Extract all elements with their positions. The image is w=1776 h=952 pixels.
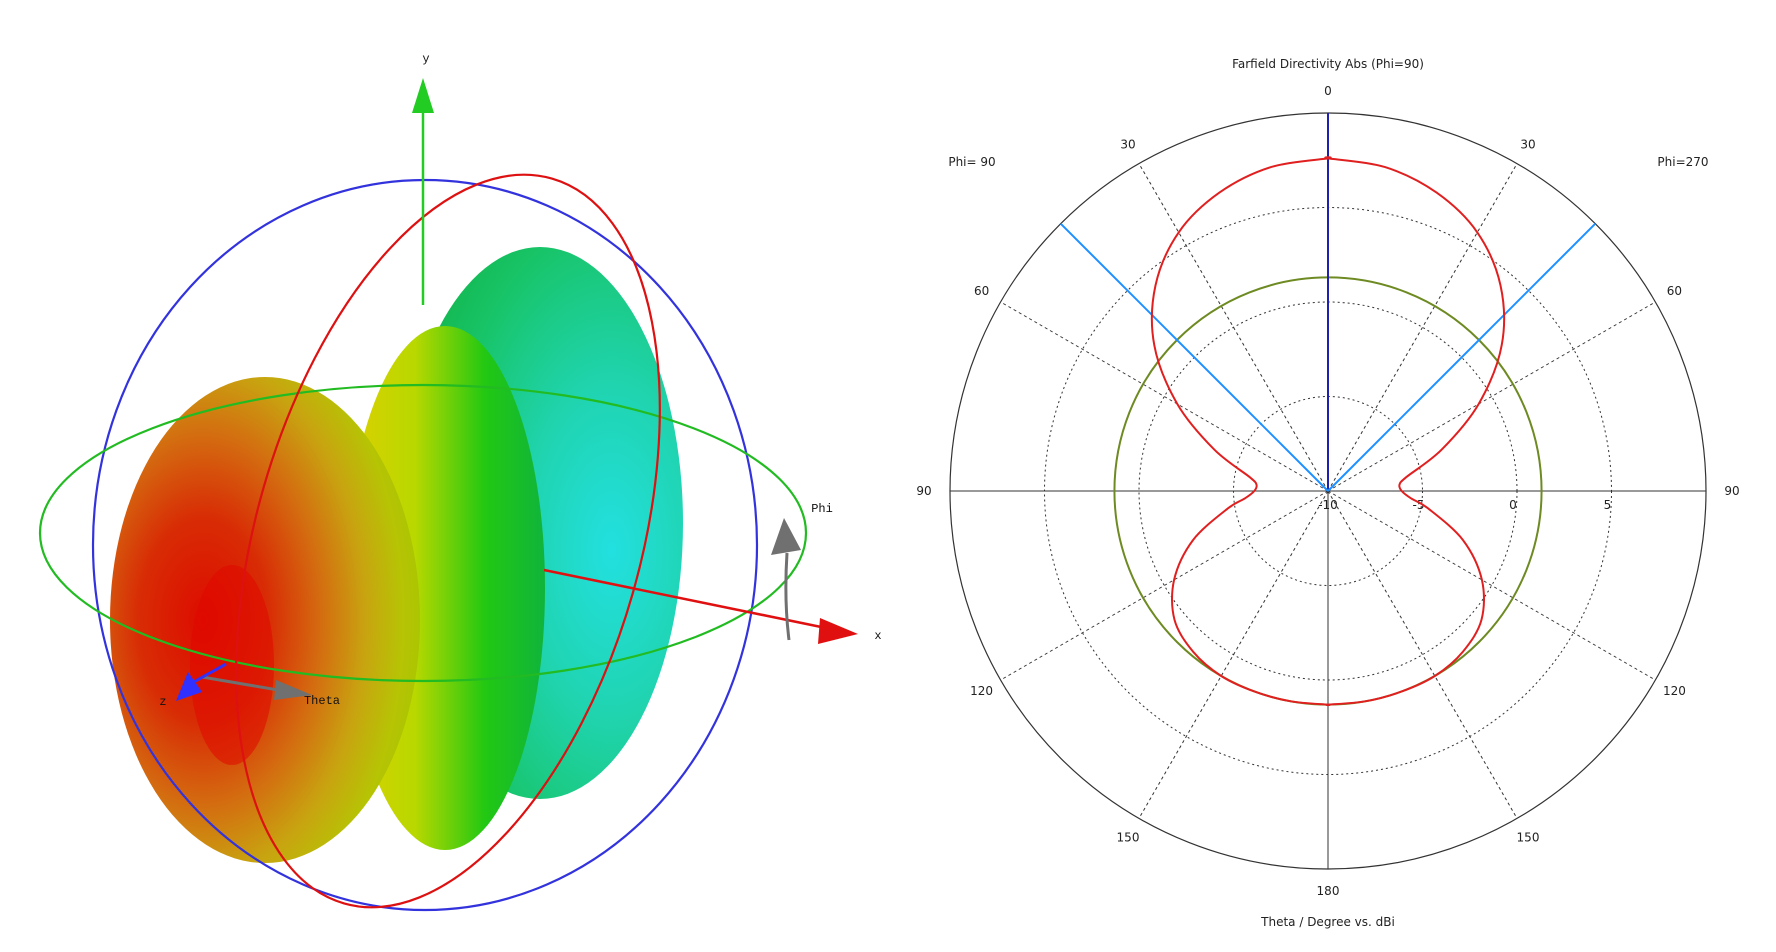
tick-label-150-right: 150 bbox=[1517, 830, 1540, 844]
red-ring bbox=[235, 173, 661, 909]
x-axis-arrow bbox=[818, 618, 858, 644]
theta-arrow-head bbox=[274, 680, 312, 700]
polar-spoke bbox=[1138, 163, 1329, 492]
polar-series bbox=[1060, 113, 1596, 706]
polar-spoke bbox=[1000, 490, 1329, 681]
polar-spoke bbox=[1327, 163, 1518, 492]
z-axis-label: z bbox=[159, 695, 166, 709]
chart-title: Farfield Directivity Abs (Phi=90) bbox=[1232, 57, 1424, 71]
y-axis-label: y bbox=[422, 52, 429, 66]
radial-label-minus5: -5 bbox=[1413, 498, 1425, 512]
polar-spoke bbox=[1000, 301, 1329, 492]
blue-ring bbox=[91, 178, 759, 912]
tick-label-30-left: 30 bbox=[1120, 138, 1135, 152]
theta-arrow-shaft bbox=[201, 675, 279, 692]
phi-270-label: Phi=270 bbox=[1657, 155, 1708, 169]
tick-label-120-left: 120 bbox=[970, 684, 993, 698]
z-axis-line bbox=[189, 662, 227, 686]
x-axis-line bbox=[543, 568, 827, 630]
directivity-pattern-curve bbox=[1150, 156, 1506, 706]
phi-label: Phi bbox=[811, 502, 833, 516]
tick-label-90-left: 90 bbox=[916, 484, 931, 498]
beam-width-line bbox=[1060, 223, 1329, 492]
z-axis-arrow bbox=[176, 672, 202, 701]
tick-label-150-left: 150 bbox=[1117, 830, 1140, 844]
tick-label-60-right: 60 bbox=[1667, 284, 1682, 298]
theta-label: Theta bbox=[304, 694, 340, 708]
polar-spoke bbox=[1327, 301, 1656, 492]
y-axis-arrow bbox=[412, 78, 434, 113]
3d-farfield-view: y x Phi Theta z bbox=[38, 52, 882, 912]
tick-label-30-right: 30 bbox=[1520, 138, 1535, 152]
tick-label-60-left: 60 bbox=[974, 284, 989, 298]
radial-label-5: 5 bbox=[1604, 498, 1612, 512]
tick-label-180: 180 bbox=[1317, 884, 1340, 898]
polar-spoke bbox=[1327, 490, 1518, 819]
x-axis-label: x bbox=[874, 629, 881, 643]
tick-label-90-right: 90 bbox=[1724, 484, 1739, 498]
polar-spoke bbox=[1327, 490, 1656, 681]
polar-spoke bbox=[1138, 490, 1329, 819]
tick-label-0: 0 bbox=[1324, 84, 1332, 98]
x-axis-title: Theta / Degree vs. dBi bbox=[1260, 915, 1395, 929]
phi-90-label: Phi= 90 bbox=[948, 155, 995, 169]
tick-label-120-right: 120 bbox=[1663, 684, 1686, 698]
front-lobe-core bbox=[190, 565, 274, 765]
polar-tick-labels: 0 30 30 60 60 90 90 120 120 150 150 180 … bbox=[916, 84, 1739, 898]
radial-label-0: 0 bbox=[1509, 498, 1517, 512]
green-ring bbox=[38, 383, 808, 683]
beam-width-line bbox=[1327, 223, 1596, 492]
radial-label-minus10: -10 bbox=[1318, 498, 1338, 512]
phi-arrow-shaft bbox=[784, 552, 791, 641]
polar-chart: Farfield Directivity Abs (Phi=90) Phi= 9… bbox=[916, 57, 1739, 929]
phi-arrow-head bbox=[771, 518, 801, 555]
